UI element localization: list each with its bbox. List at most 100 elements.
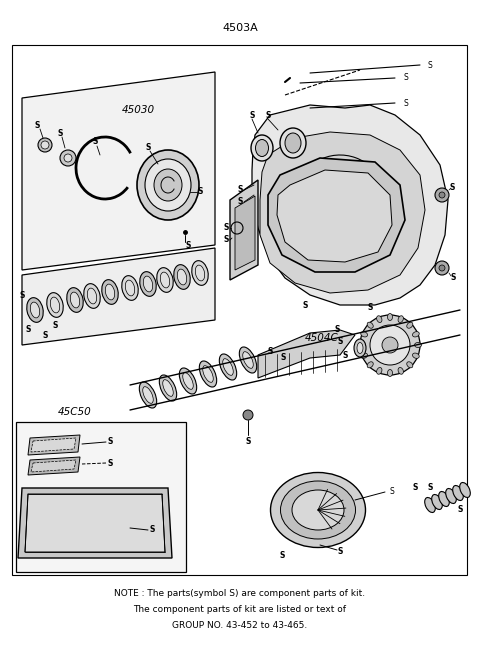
Ellipse shape [407, 322, 413, 328]
Ellipse shape [255, 139, 268, 156]
Ellipse shape [377, 367, 382, 374]
Text: S: S [245, 438, 251, 447]
Text: S: S [427, 484, 432, 493]
Text: The component parts of kit are listed or text of: The component parts of kit are listed or… [133, 606, 347, 614]
Ellipse shape [398, 367, 403, 374]
Ellipse shape [361, 353, 368, 358]
Text: S: S [34, 120, 40, 129]
Ellipse shape [177, 269, 187, 285]
Polygon shape [268, 158, 405, 272]
Text: S: S [57, 129, 63, 137]
Ellipse shape [139, 382, 156, 408]
Ellipse shape [243, 351, 253, 369]
Ellipse shape [271, 472, 365, 547]
Text: S: S [342, 350, 348, 359]
Ellipse shape [70, 292, 80, 308]
Polygon shape [31, 438, 76, 452]
Text: 4503A: 4503A [222, 23, 258, 33]
Ellipse shape [125, 280, 135, 296]
Circle shape [243, 410, 253, 420]
Text: S: S [367, 304, 372, 313]
Text: S: S [449, 183, 455, 191]
Text: S: S [237, 198, 243, 206]
Ellipse shape [387, 313, 393, 321]
Ellipse shape [67, 288, 83, 312]
Text: 45030: 45030 [121, 105, 155, 115]
Ellipse shape [219, 354, 237, 380]
Ellipse shape [292, 490, 344, 530]
Text: S: S [279, 551, 285, 560]
Ellipse shape [439, 491, 449, 507]
Circle shape [439, 192, 445, 198]
Text: S: S [149, 526, 155, 535]
Ellipse shape [387, 369, 393, 376]
Text: S: S [197, 187, 203, 196]
Text: S: S [25, 325, 31, 334]
Ellipse shape [87, 288, 96, 304]
Ellipse shape [285, 133, 301, 153]
Text: S: S [403, 99, 408, 108]
Ellipse shape [140, 271, 156, 296]
Ellipse shape [102, 280, 118, 304]
Text: S: S [337, 547, 343, 556]
Ellipse shape [223, 359, 233, 375]
Ellipse shape [280, 128, 306, 158]
Polygon shape [258, 330, 355, 378]
Polygon shape [252, 105, 448, 305]
Text: S: S [334, 325, 340, 334]
Ellipse shape [30, 302, 40, 318]
Text: S: S [52, 321, 58, 330]
Text: GROUP NO. 43-452 to 43-465.: GROUP NO. 43-452 to 43-465. [172, 622, 308, 631]
Polygon shape [260, 132, 425, 293]
Polygon shape [28, 435, 80, 455]
Text: S: S [265, 110, 271, 120]
Ellipse shape [251, 135, 273, 161]
Ellipse shape [163, 380, 173, 396]
Ellipse shape [84, 284, 100, 308]
Ellipse shape [367, 362, 373, 368]
Text: S: S [185, 240, 191, 250]
Text: S: S [223, 223, 228, 233]
Text: S: S [42, 330, 48, 340]
Text: S: S [92, 137, 98, 147]
Text: S: S [108, 459, 113, 468]
Bar [12, 45, 467, 575]
Ellipse shape [432, 495, 442, 509]
Polygon shape [22, 248, 215, 345]
Ellipse shape [367, 322, 373, 328]
Circle shape [435, 188, 449, 202]
Ellipse shape [180, 368, 197, 394]
Text: NOTE : The parts(symbol S) are component parts of kit.: NOTE : The parts(symbol S) are component… [114, 589, 366, 599]
Ellipse shape [154, 169, 182, 201]
Polygon shape [25, 494, 165, 552]
Ellipse shape [357, 342, 363, 353]
Text: S: S [390, 487, 395, 497]
Ellipse shape [354, 339, 366, 357]
Text: S: S [280, 353, 286, 363]
Ellipse shape [280, 481, 356, 539]
Polygon shape [22, 72, 215, 270]
Ellipse shape [359, 342, 365, 348]
Ellipse shape [195, 265, 204, 281]
Ellipse shape [145, 159, 191, 211]
Text: S: S [237, 185, 243, 194]
Ellipse shape [159, 375, 177, 401]
Polygon shape [18, 488, 172, 558]
Polygon shape [230, 180, 258, 280]
Text: S: S [108, 438, 113, 447]
Text: 4504C: 4504C [305, 333, 339, 343]
Ellipse shape [453, 486, 463, 501]
Circle shape [439, 265, 445, 271]
Ellipse shape [144, 276, 153, 292]
Circle shape [38, 138, 52, 152]
Text: S: S [145, 143, 151, 152]
Ellipse shape [203, 366, 213, 382]
Ellipse shape [377, 316, 382, 323]
Ellipse shape [143, 387, 153, 403]
Bar [16, 422, 186, 572]
Text: S: S [249, 110, 255, 120]
Text: S: S [450, 273, 456, 283]
Circle shape [360, 315, 420, 375]
Polygon shape [28, 457, 80, 475]
Ellipse shape [361, 332, 368, 337]
